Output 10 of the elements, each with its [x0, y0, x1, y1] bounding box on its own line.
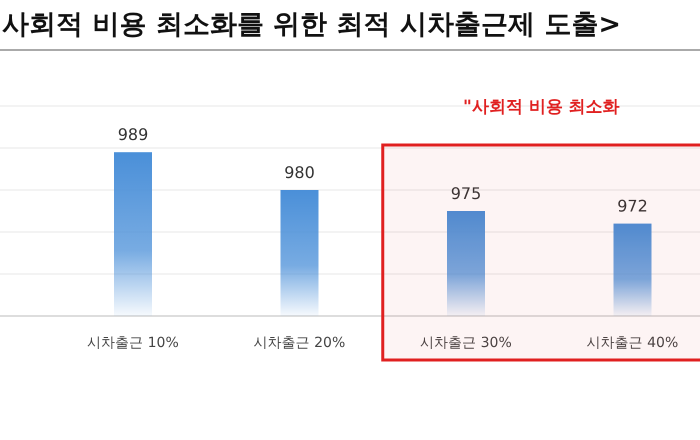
data-label: 975 [450, 184, 482, 203]
x-tick-label: 시차출근 30% [420, 335, 512, 351]
data-label: 989 [118, 125, 148, 144]
x-tick-label: 시차출근 10% [87, 335, 179, 351]
data-label: 980 [284, 163, 315, 182]
data-label: 972 [617, 196, 648, 216]
x-tick-label: 시차출근 40% [586, 335, 678, 351]
x-tick-label: 시차출근 20% [254, 335, 346, 351]
band-label: "사회적 비용 최소화 [463, 97, 620, 117]
chart-title: 사회적 비용 최소화를 위한 최적 시차출근제 도출> [2, 9, 622, 40]
